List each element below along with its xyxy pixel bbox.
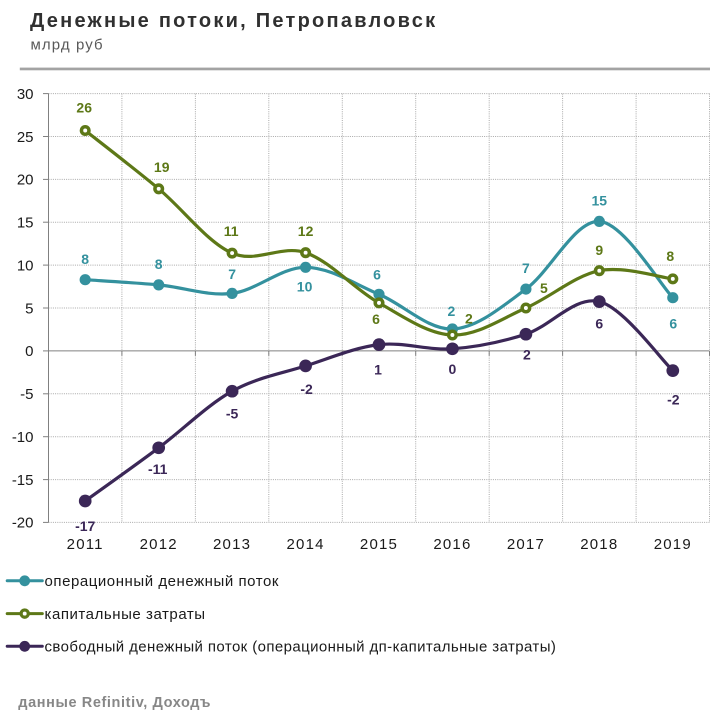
svg-text:0: 0 [25, 343, 33, 360]
svg-text:10: 10 [297, 278, 313, 294]
svg-text:6: 6 [373, 266, 381, 282]
svg-text:-17: -17 [75, 518, 95, 534]
svg-text:-5: -5 [20, 386, 33, 403]
svg-text:8: 8 [666, 248, 674, 264]
svg-text:2017: 2017 [507, 536, 545, 553]
svg-text:млрд руб: млрд руб [31, 36, 104, 53]
svg-text:10: 10 [17, 257, 34, 274]
svg-text:7: 7 [228, 266, 236, 282]
svg-text:8: 8 [81, 251, 89, 267]
svg-text:-2: -2 [667, 392, 680, 408]
svg-text:свободный денежный поток (опер: свободный денежный поток (операционный д… [45, 639, 557, 656]
svg-text:2: 2 [465, 311, 473, 327]
svg-text:-15: -15 [12, 472, 34, 489]
svg-text:2013: 2013 [213, 536, 251, 553]
svg-text:2014: 2014 [287, 536, 325, 553]
svg-text:-5: -5 [226, 405, 239, 421]
svg-text:6: 6 [669, 315, 677, 331]
svg-text:-2: -2 [300, 381, 313, 397]
svg-text:5: 5 [25, 300, 33, 317]
svg-text:-20: -20 [12, 515, 34, 532]
svg-text:2012: 2012 [140, 536, 178, 553]
svg-text:20: 20 [17, 172, 34, 189]
svg-text:7: 7 [522, 260, 530, 276]
svg-text:1: 1 [374, 362, 382, 378]
svg-text:2: 2 [448, 303, 456, 319]
svg-text:11: 11 [224, 223, 239, 239]
svg-text:-10: -10 [12, 429, 34, 446]
svg-text:15: 15 [17, 215, 34, 232]
svg-text:19: 19 [154, 159, 170, 175]
svg-text:-11: -11 [148, 461, 168, 477]
svg-text:6: 6 [595, 316, 603, 332]
svg-text:капитальные затраты: капитальные затраты [45, 606, 206, 623]
svg-text:Денежные потоки, Петропавловск: Денежные потоки, Петропавловск [30, 10, 437, 32]
svg-text:2: 2 [523, 346, 531, 362]
svg-text:30: 30 [17, 86, 34, 103]
svg-text:операционный денежный поток: операционный денежный поток [45, 573, 280, 590]
svg-text:0: 0 [449, 361, 457, 377]
svg-text:данные Refinitiv, Доходъ: данные Refinitiv, Доходъ [18, 695, 211, 711]
svg-text:2018: 2018 [580, 536, 618, 553]
svg-text:25: 25 [17, 129, 34, 146]
svg-text:2015: 2015 [360, 536, 398, 553]
svg-text:8: 8 [155, 256, 163, 272]
svg-text:9: 9 [595, 242, 603, 258]
svg-text:2016: 2016 [433, 536, 471, 553]
svg-text:12: 12 [298, 223, 314, 239]
svg-text:6: 6 [372, 311, 380, 327]
svg-text:5: 5 [540, 280, 548, 296]
svg-text:26: 26 [76, 100, 92, 116]
svg-text:2011: 2011 [67, 536, 104, 553]
svg-text:2019: 2019 [654, 536, 692, 553]
svg-text:15: 15 [592, 193, 608, 209]
